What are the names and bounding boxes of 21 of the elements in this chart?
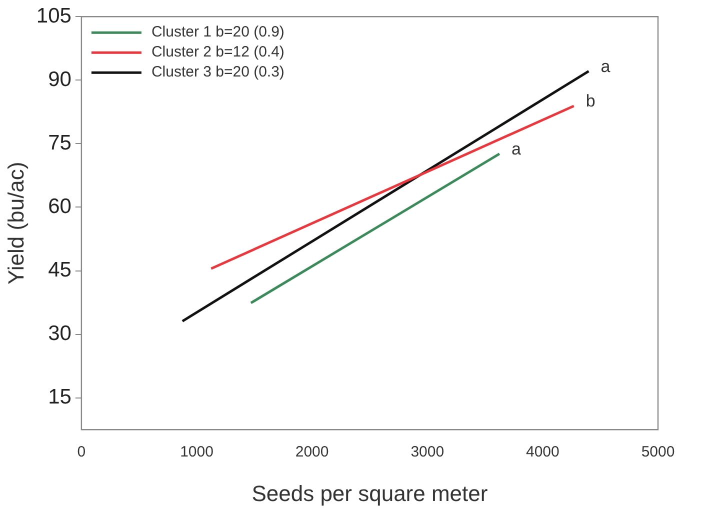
y-tick-label: 105 (36, 4, 72, 28)
annotation: a (600, 56, 611, 76)
y-tick-label: 75 (48, 131, 72, 154)
x-tick-label: 5000 (641, 444, 675, 461)
x-tick-label: 0 (77, 444, 86, 461)
x-axis-title: Seeds per square meter (252, 480, 488, 506)
y-axis-title: Yield (bu/ac) (3, 162, 28, 284)
y-tick-label: 45 (48, 258, 72, 282)
y-tick-label: 30 (48, 322, 72, 346)
y-tick-label: 90 (48, 68, 72, 91)
annotation: b (586, 92, 596, 111)
legend-label: Cluster 3 b=20 (0.3) (151, 64, 284, 81)
x-tick-label: 1000 (180, 444, 214, 461)
annotation: a (511, 140, 522, 159)
y-tick-label: 60 (48, 195, 72, 218)
x-tick-label: 3000 (410, 444, 444, 461)
legend-label: Cluster 2 b=12 (0.4) (151, 44, 284, 61)
x-tick-label: 2000 (295, 444, 329, 461)
y-tick-label: 15 (48, 386, 72, 409)
x-tick-label: 4000 (526, 444, 560, 461)
legend-label: Cluster 1 b=20 (0.9) (151, 24, 284, 41)
